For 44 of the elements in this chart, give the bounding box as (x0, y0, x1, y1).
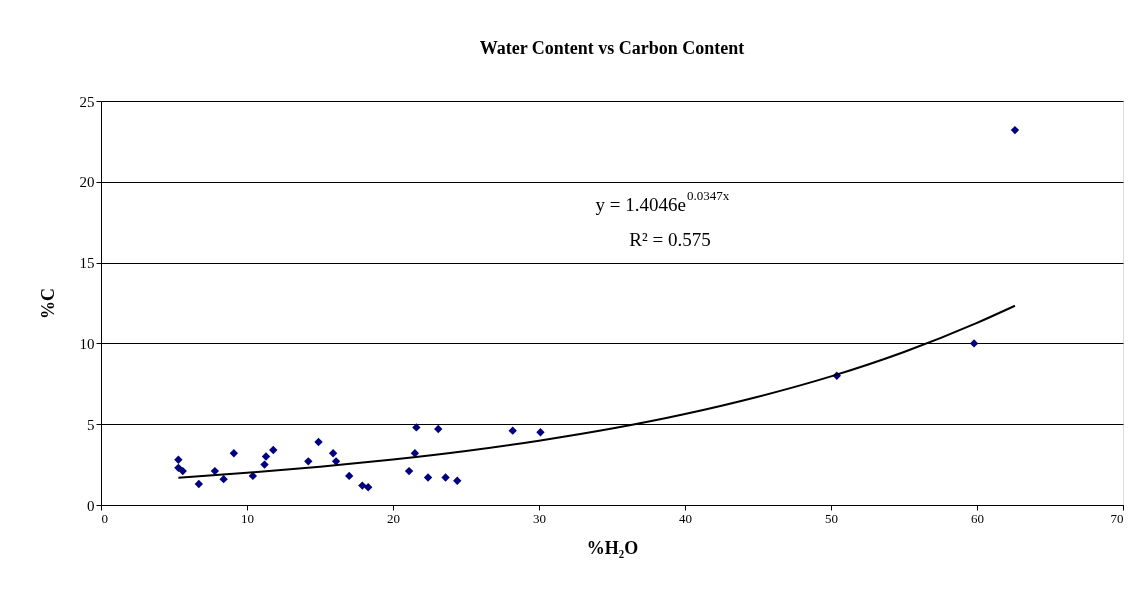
point (260, 460, 269, 469)
y-tick-label: 5 (87, 416, 95, 433)
y-tick-label: 0 (87, 497, 95, 514)
x-tick-label: 30 (533, 510, 546, 526)
point (229, 449, 239, 458)
point (178, 466, 187, 476)
point (194, 479, 203, 489)
x-tick-label: 20 (387, 510, 400, 526)
x-tick-label: 60 (971, 510, 984, 526)
point (314, 437, 323, 447)
y-axis-title: %C (37, 288, 58, 319)
point (434, 424, 443, 434)
y-tick-label: 20 (79, 174, 95, 191)
point (269, 445, 278, 455)
point (261, 452, 271, 461)
point (441, 473, 450, 482)
point (364, 483, 373, 492)
point (210, 466, 220, 476)
x-tick-label: 40 (679, 510, 692, 526)
x-tick-label: 10 (241, 510, 254, 526)
point (969, 339, 979, 348)
point (508, 426, 517, 435)
point (219, 474, 228, 484)
x-tick-label: 0 (101, 510, 108, 526)
point (358, 481, 367, 490)
point (412, 423, 421, 432)
y-tick-label: 10 (79, 335, 95, 352)
point (453, 476, 462, 485)
point (345, 471, 354, 481)
y-tick-label: 15 (79, 255, 95, 272)
x-tick-label: 50 (825, 510, 838, 526)
point (423, 473, 433, 482)
point (410, 449, 420, 458)
chart-title: Water Content vs Carbon Content (479, 38, 745, 58)
point (304, 457, 313, 466)
annotation: R² = 0.575 (629, 229, 711, 250)
point (328, 449, 338, 458)
point (536, 428, 545, 437)
point (404, 466, 414, 476)
point (174, 455, 183, 464)
point (1010, 125, 1020, 135)
x-axis-title: %H₂O (586, 537, 639, 558)
y-tick-label: 25 (79, 93, 95, 110)
x-tick-label: 70 (1110, 510, 1124, 526)
